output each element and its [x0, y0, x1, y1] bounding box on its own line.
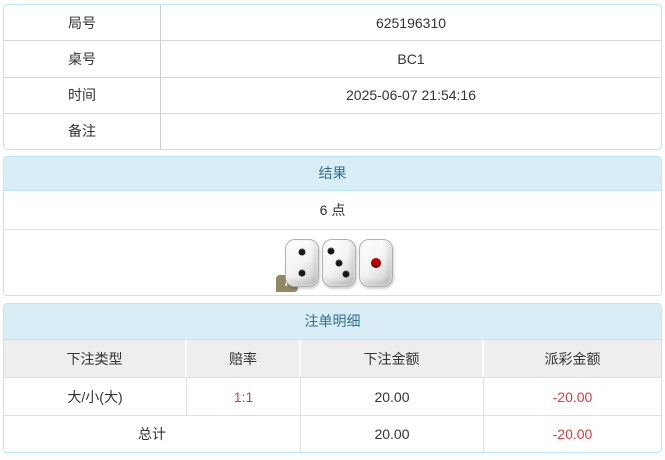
table-row: 备注: [4, 112, 661, 149]
die-face-2: [284, 238, 319, 287]
time-label: 时间: [4, 77, 161, 113]
col-bet-amount: 下注金额: [301, 340, 484, 377]
table-row: 局号 625196310: [4, 5, 661, 41]
table-row: 桌号 BC1: [4, 40, 661, 77]
die-pip: [298, 269, 305, 277]
die-pip: [370, 257, 381, 268]
bets-panel: 注单明细 下注类型 赔率 下注金额 派彩金额 大/小(大) 1:1 20.00 …: [3, 303, 662, 453]
table-number-value: BC1: [397, 50, 425, 67]
game-number-label: 局号: [4, 5, 161, 41]
remark-label: 备注: [4, 113, 161, 149]
result-panel-title: 结果: [4, 157, 661, 191]
col-payout-amount: 派彩金额: [544, 350, 601, 367]
total-bet-amount: 20.00: [301, 416, 484, 452]
time-value: 2025-06-07 21:54:16: [346, 87, 476, 104]
die-face-1: [358, 238, 393, 287]
die-pip: [342, 270, 350, 278]
table-row: 时间 2025-06-07 21:54:16: [4, 76, 661, 113]
bet-amount-cell: 20.00: [301, 378, 484, 415]
result-points: 6 点: [4, 191, 661, 230]
bets-panel-title: 注单明细: [4, 304, 661, 340]
dice-container: i: [275, 238, 393, 292]
bet-type-cell: 大/小(大): [4, 378, 187, 415]
die-pip: [335, 259, 342, 266]
remark-value: [161, 114, 661, 149]
dice-row: i: [4, 230, 661, 295]
payout-cell: -20.00: [552, 388, 593, 405]
odds-cell: 1:1: [187, 378, 301, 415]
die-pip: [298, 248, 305, 256]
result-panel: 结果 6 点 i: [3, 156, 662, 296]
total-label: 总计: [4, 416, 301, 452]
die-face-3: [321, 238, 356, 287]
die-pip: [327, 247, 335, 255]
bets-table-header: 下注类型 赔率 下注金额 派彩金额: [4, 340, 661, 377]
game-number-value: 625196310: [375, 14, 447, 31]
col-bet-type: 下注类型: [4, 340, 187, 377]
total-payout: -20.00: [552, 426, 593, 442]
table-row: 大/小(大) 1:1 20.00 -20.00: [4, 377, 661, 415]
table-number-label: 桌号: [4, 41, 161, 77]
total-row: 总计 20.00 -20.00: [4, 415, 661, 452]
col-odds: 赔率: [187, 340, 301, 377]
game-info-table: 局号 625196310 桌号 BC1 时间 2025-06-07 21:54:…: [3, 4, 662, 150]
